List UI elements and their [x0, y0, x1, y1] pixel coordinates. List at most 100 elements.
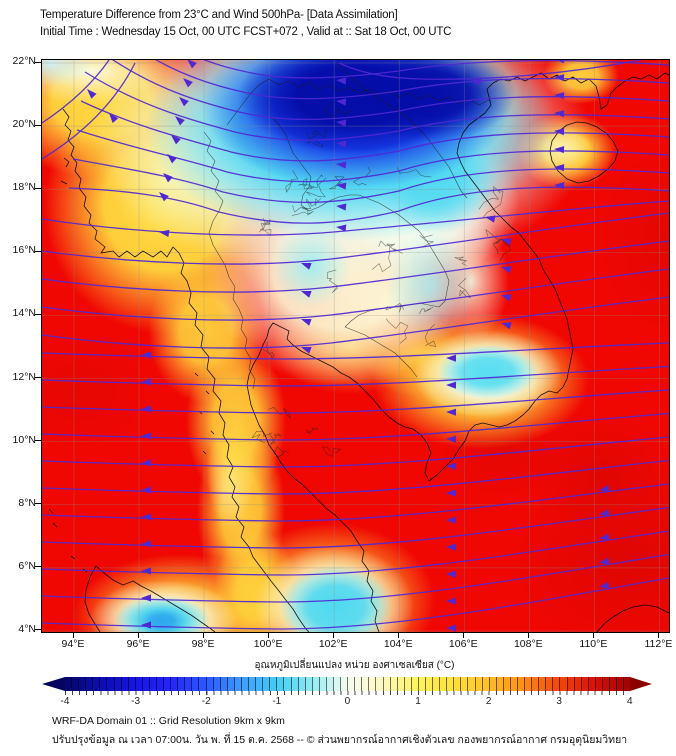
lat-tick-label: 14°N — [12, 307, 36, 320]
colorbar-segment — [382, 677, 390, 691]
wind-arrow-icon — [446, 462, 457, 470]
wind-arrow-icon — [599, 533, 610, 541]
wind-arrow-icon — [554, 182, 565, 190]
wind-arrow-icon — [501, 238, 512, 246]
colorbar-segment — [509, 677, 517, 691]
wind-streamline — [42, 483, 669, 522]
wind-arrow-icon — [336, 161, 347, 169]
wind-arrow-icon — [554, 92, 565, 100]
colorbar-segment — [609, 677, 617, 691]
wind-arrow-icon — [87, 89, 97, 99]
lon-tick — [397, 632, 399, 638]
map-overlay — [42, 60, 669, 632]
wind-arrow-icon — [336, 140, 347, 148]
colorbar-segment — [389, 677, 397, 691]
colorbar-segment — [297, 677, 305, 691]
lat-tick-label: 18°N — [12, 181, 36, 194]
colorbar-segment — [120, 677, 128, 691]
wind-arrow-icon — [336, 119, 347, 127]
lat-tick — [35, 124, 41, 126]
wind-arrow-icon — [501, 266, 512, 274]
colorbar-segment — [439, 677, 447, 691]
map-panel — [41, 59, 670, 633]
wind-arrow-icon — [599, 484, 610, 493]
border-china — [226, 78, 490, 126]
wind-streamline — [42, 389, 669, 414]
wind-arrow-icon — [167, 154, 177, 164]
colorbar-segment — [524, 677, 532, 691]
lon-tick — [462, 632, 464, 638]
colorbar-segment — [566, 677, 574, 691]
lat-tick-label: 8°N — [18, 496, 36, 509]
colorbar-segment — [432, 677, 440, 691]
wind-arrow-icon — [163, 173, 173, 183]
wind-arrow-icon — [554, 60, 565, 64]
colorbar-segment — [212, 677, 220, 691]
lat-tick-label: 6°N — [18, 559, 36, 572]
wind-arrow-icon — [301, 263, 312, 270]
lat-tick-label: 4°N — [18, 622, 36, 635]
wind-streamline — [338, 60, 642, 80]
wind-arrow-icon — [554, 146, 565, 154]
colorbar-tick-label: -1 — [272, 696, 282, 707]
wind-arrow-icon — [301, 319, 312, 326]
wind-streamline — [42, 268, 669, 321]
wind-streamline — [76, 129, 669, 183]
colorbar-segment — [92, 677, 100, 691]
colorbar-segment — [623, 677, 631, 691]
colorbar-segment — [78, 677, 86, 691]
coastline-west — [62, 108, 310, 632]
colorbar-tick-label: 1 — [415, 696, 421, 707]
coastline-borneo — [596, 604, 669, 632]
wind-streamline — [42, 459, 669, 495]
colorbar-tick-label: -3 — [131, 696, 141, 707]
wind-arrow-icon — [501, 294, 512, 302]
colorbar-segment — [354, 677, 362, 691]
colorbar-segment — [184, 677, 192, 691]
colorbar-segment — [332, 677, 341, 691]
wind-arrow-icon — [599, 557, 610, 565]
colorbar-segment — [65, 677, 72, 691]
coastline-sumatra — [84, 565, 216, 632]
colorbar-segment — [141, 677, 149, 691]
colorbar-segment — [318, 677, 326, 691]
colorbar-segment — [616, 677, 624, 691]
wind-arrow-icon — [446, 381, 457, 389]
wind-arrow-icon — [336, 182, 347, 190]
colorbar-segment — [106, 677, 114, 691]
colorbar-segment — [219, 677, 227, 691]
lon-tick-label: 96°E — [126, 638, 150, 650]
wind-arrow-icon — [554, 128, 565, 136]
lon-tick-label: 110°E — [579, 638, 608, 650]
lon-tick-label: 100°E — [253, 638, 283, 650]
colorbar-segment — [283, 677, 291, 691]
wind-streamline — [42, 200, 669, 236]
colorbar-segment — [481, 677, 489, 691]
colorbar-tick-label: 2 — [485, 696, 492, 707]
colorbar-segment — [127, 677, 135, 691]
lon-tick-label: 102°E — [318, 638, 348, 650]
wind-arrow-icon — [175, 116, 185, 126]
wind-streamline — [155, 60, 669, 100]
wind-arrow-icon — [141, 432, 151, 440]
wind-streamline — [42, 577, 669, 630]
lat-tick — [35, 187, 41, 189]
lon-tick-label: 98°E — [191, 638, 215, 650]
lat-tick — [35, 566, 41, 568]
colorbar — [65, 677, 631, 691]
wind-streamline — [111, 60, 669, 121]
wind-arrow-icon — [446, 435, 457, 443]
wind-streamline — [42, 62, 136, 160]
colorbar-segment — [573, 677, 581, 691]
colorbar-segment — [531, 677, 539, 691]
colorbar-segment — [290, 677, 298, 691]
wind-arrow-icon — [554, 164, 565, 172]
wind-arrow-icon — [485, 215, 496, 223]
colorbar-segment — [99, 677, 107, 691]
colorbar-segment — [163, 677, 171, 691]
wind-arrow-icon — [446, 354, 457, 362]
colorbar-segment — [517, 677, 525, 691]
colorbar-segment — [502, 677, 510, 691]
colorbar-segment — [262, 677, 270, 691]
wind-arrow-icon — [141, 486, 151, 494]
